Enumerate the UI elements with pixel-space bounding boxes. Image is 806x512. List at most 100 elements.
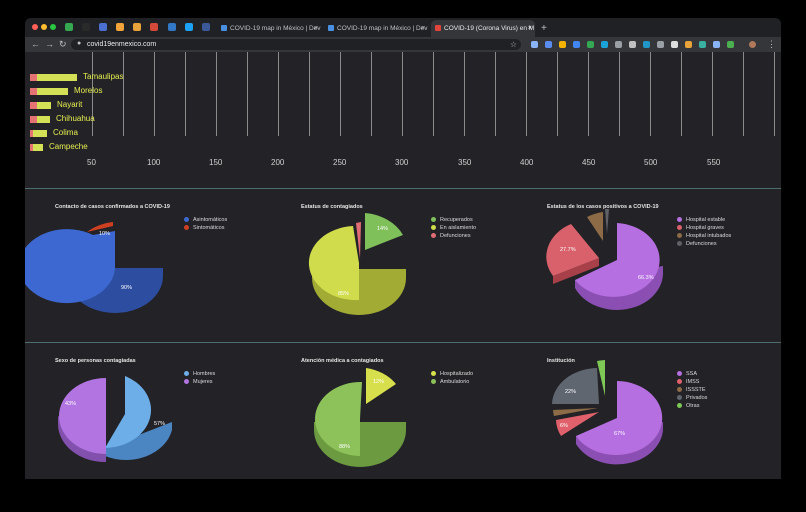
x-tick-label: 150 [209, 158, 223, 167]
extension-icon[interactable] [545, 41, 552, 48]
extension-icon[interactable] [657, 41, 664, 48]
pinned-tab-icon[interactable] [185, 23, 193, 31]
legend-item[interactable]: SSA [677, 370, 707, 378]
legend-item[interactable]: Ambulatorio [431, 378, 473, 386]
legend-item[interactable]: Hospital intubados [677, 232, 731, 240]
extension-icon[interactable] [713, 41, 720, 48]
bar [33, 144, 43, 151]
extension-icon[interactable] [699, 41, 706, 48]
tab-strip: COVID-19 map in México | Dev × COVID-19 … [25, 18, 781, 37]
pinned-tab-icon[interactable] [99, 23, 107, 31]
extension-icon[interactable] [643, 41, 650, 48]
pie-side [553, 258, 599, 284]
legend-item[interactable]: Sintomáticos [184, 224, 227, 232]
pie-slice[interactable] [605, 208, 609, 234]
pinned-tab-icon[interactable] [202, 23, 210, 31]
extension-icon[interactable] [601, 41, 608, 48]
legend-item[interactable]: En aislamiento [431, 224, 476, 232]
forward-icon[interactable]: → [45, 39, 54, 49]
pie-slice[interactable] [308, 226, 359, 301]
chart-title: Sexo de personas contagiadas [55, 358, 136, 364]
pie-slice[interactable] [87, 222, 113, 232]
legend-item[interactable]: Defunciones [431, 232, 476, 240]
pie-chart: 90% 10% [25, 222, 163, 313]
pie-slice[interactable] [597, 360, 605, 396]
pie-slice[interactable] [365, 213, 403, 250]
pinned-tab-icon[interactable] [168, 23, 176, 31]
maximize-window-button[interactable] [50, 24, 56, 30]
tab-close-icon[interactable]: × [527, 25, 532, 32]
extension-icon[interactable] [727, 41, 734, 48]
pie-slice[interactable] [356, 222, 361, 259]
extension-icon[interactable] [685, 41, 692, 48]
tab-2-active[interactable]: COVID-19 (Corona Virus) en M × [431, 20, 535, 37]
pie-slice[interactable] [587, 212, 603, 241]
x-tick-label: 350 [458, 158, 472, 167]
extension-icon[interactable] [671, 41, 678, 48]
pie-slice[interactable] [553, 408, 598, 416]
legend-item[interactable]: Otras [677, 402, 707, 410]
chart-title: Institución [547, 358, 575, 364]
pie-slice[interactable] [25, 229, 115, 304]
legend-item[interactable]: Hombres [184, 370, 215, 378]
tab-close-icon[interactable]: × [420, 25, 425, 32]
legend-label: Hospital estable [686, 217, 726, 223]
extension-icon[interactable] [559, 41, 566, 48]
pie-side [105, 422, 172, 461]
gridline [588, 52, 589, 136]
gridline [278, 52, 279, 136]
pinned-tab-icon[interactable] [150, 23, 158, 31]
section-divider [25, 188, 781, 189]
reload-icon[interactable]: ↻ [59, 39, 67, 49]
pinned-tab-icon[interactable] [133, 23, 141, 31]
pie-slice[interactable] [59, 378, 106, 454]
gridline [185, 52, 186, 136]
chart-legend: Hospitalizado Ambulatorio [431, 370, 473, 386]
bar-label: Campeche [49, 142, 88, 151]
chart-legend: SSA IMSS ISSSTE Privados Otras [677, 370, 707, 410]
pie-slice[interactable] [576, 381, 663, 455]
legend-dot-icon [184, 217, 189, 223]
pinned-tab-icon[interactable] [116, 23, 124, 31]
pie-slice[interactable] [105, 376, 152, 448]
avatar[interactable] [749, 41, 756, 48]
legend-item[interactable]: Asintomáticos [184, 216, 227, 224]
new-tab-button[interactable]: + [541, 23, 547, 34]
extension-icon[interactable] [573, 41, 580, 48]
address-bar[interactable]: ● covid19enmexico.com ☆ [71, 39, 521, 50]
back-icon[interactable]: ← [31, 39, 40, 49]
legend-item[interactable]: IMSS [677, 378, 707, 386]
chart-title: Estatus de contagiados [301, 204, 363, 210]
extension-icon[interactable] [629, 41, 636, 48]
pie-slice[interactable] [314, 381, 362, 456]
pinned-tab-icon[interactable] [65, 23, 73, 31]
close-window-button[interactable] [32, 24, 38, 30]
tab-1[interactable]: COVID-19 map in México | Dev × [324, 20, 428, 37]
legend-item[interactable]: Privados [677, 394, 707, 402]
tab-close-icon[interactable]: × [313, 25, 318, 32]
pie-slice[interactable] [546, 224, 599, 276]
legend-dot-icon [431, 233, 436, 239]
extension-icon[interactable] [615, 41, 622, 48]
extension-icon[interactable] [531, 41, 538, 48]
extension-icon[interactable] [587, 41, 594, 48]
star-icon[interactable]: ☆ [509, 40, 517, 49]
pie-slice[interactable] [575, 223, 660, 297]
gridline [123, 52, 124, 136]
pie-slice[interactable] [366, 368, 396, 404]
menu-icon[interactable]: ⋮ [767, 39, 776, 49]
pinned-tab-icon[interactable] [82, 23, 90, 31]
gridline [247, 52, 248, 136]
legend-item[interactable]: Mujeres [184, 378, 215, 386]
minimize-window-button[interactable] [41, 24, 47, 30]
legend-item[interactable]: Hospital graves [677, 224, 731, 232]
legend-item[interactable]: Recuperados [431, 216, 476, 224]
legend-item[interactable]: Defunciones [677, 240, 731, 248]
pie-slice[interactable] [556, 412, 599, 436]
bar [37, 102, 51, 109]
legend-item[interactable]: Hospital estable [677, 216, 731, 224]
tab-0[interactable]: COVID-19 map in México | Dev × [217, 20, 321, 37]
legend-item[interactable]: Hospitalizado [431, 370, 473, 378]
pie-slice[interactable] [552, 368, 599, 404]
legend-item[interactable]: ISSSTE [677, 386, 707, 394]
